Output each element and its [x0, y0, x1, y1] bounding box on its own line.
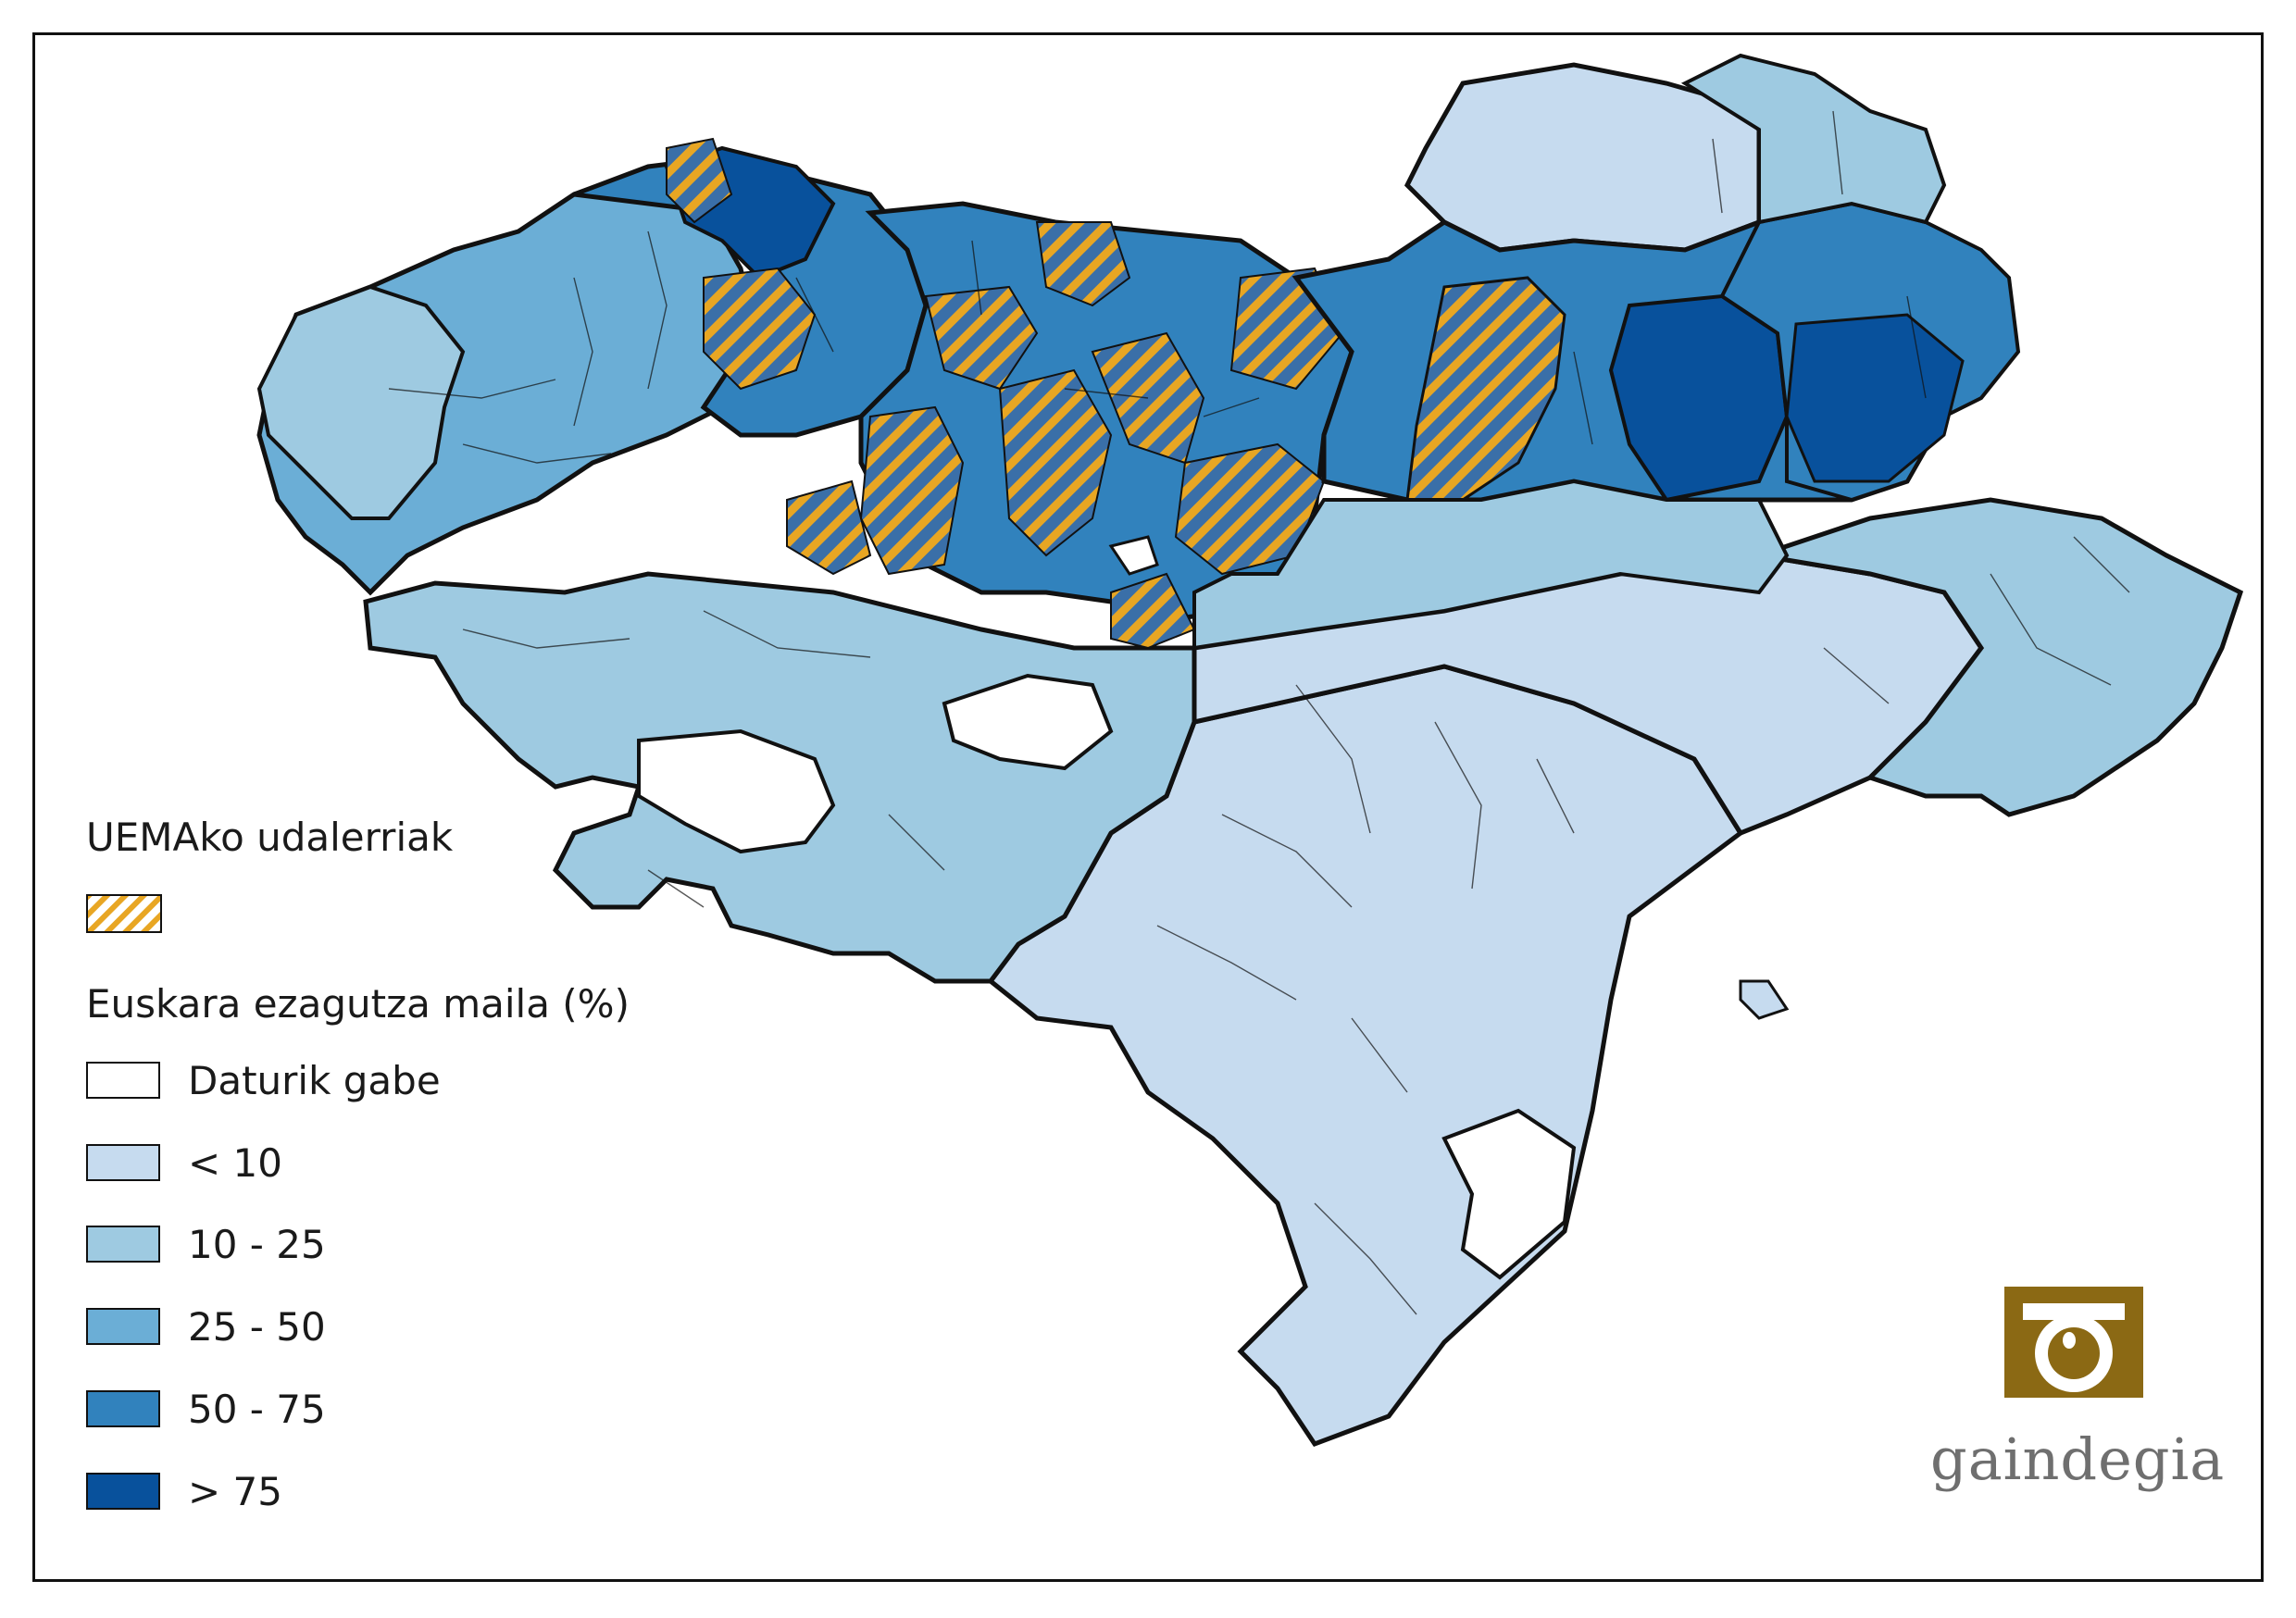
legend-swatch — [86, 1144, 160, 1181]
legend-item-no-data: Daturik gabe — [86, 1057, 441, 1103]
municipality-borders — [388, 110, 2130, 1315]
gaindegia-logo: gaindegia — [1930, 1287, 2224, 1509]
legend-label: Daturik gabe — [188, 1057, 441, 1103]
uema-area-4 — [924, 285, 1039, 391]
legend-uema-title: UEMAko udalerriak — [86, 815, 454, 860]
region-zuberoa — [1785, 313, 1965, 483]
legend-swatch — [86, 1308, 160, 1345]
region-island — [1739, 979, 1790, 1020]
legend-label: > 75 — [188, 1468, 282, 1514]
legend-swatch — [86, 1062, 160, 1099]
legend-label: < 10 — [188, 1139, 282, 1186]
legend-knowledge-title: Euskara ezagutza maila (%) — [86, 981, 630, 1027]
legend-swatch — [86, 1473, 160, 1510]
legend-label: 50 - 75 — [188, 1386, 326, 1432]
legend-swatch — [86, 1390, 160, 1427]
region-reservoir — [1108, 535, 1159, 576]
uema-area-2 — [786, 479, 872, 576]
region-lapurdi-east — [1680, 53, 1947, 225]
legend-item-gt75: > 75 — [86, 1468, 282, 1514]
uema-area-navarre — [1405, 276, 1566, 502]
legend-label: 10 - 25 — [188, 1221, 326, 1267]
legend-item-lt10: < 10 — [86, 1139, 282, 1186]
legend-uema-row — [86, 893, 162, 934]
logo-mark-icon — [2004, 1287, 2143, 1398]
region-navarre-mid — [1192, 479, 1790, 651]
uema-area-3 — [859, 405, 965, 576]
region-trevino — [942, 673, 1114, 771]
legend-item-25-50: 25 - 50 — [86, 1303, 326, 1350]
legend-hatch-swatch — [86, 894, 162, 933]
uema-area-9 — [1110, 572, 1196, 650]
region-bardenas — [1441, 1108, 1577, 1280]
uema-area-5 — [998, 368, 1113, 557]
uema-area-1 — [703, 267, 817, 391]
legend-swatch — [86, 1226, 160, 1263]
legend-item-50-75: 50 - 75 — [86, 1386, 326, 1432]
uema-area-10 — [666, 137, 733, 224]
logo-text: gaindegia — [1930, 1425, 2226, 1493]
region-encartaciones — [256, 284, 466, 520]
legend-label: 25 - 50 — [188, 1303, 326, 1350]
uema-area-11 — [1035, 221, 1131, 307]
region-iparralde-south — [1758, 497, 2244, 817]
legend-item-10-25: 10 - 25 — [86, 1221, 326, 1267]
region-vitoria — [637, 728, 836, 854]
